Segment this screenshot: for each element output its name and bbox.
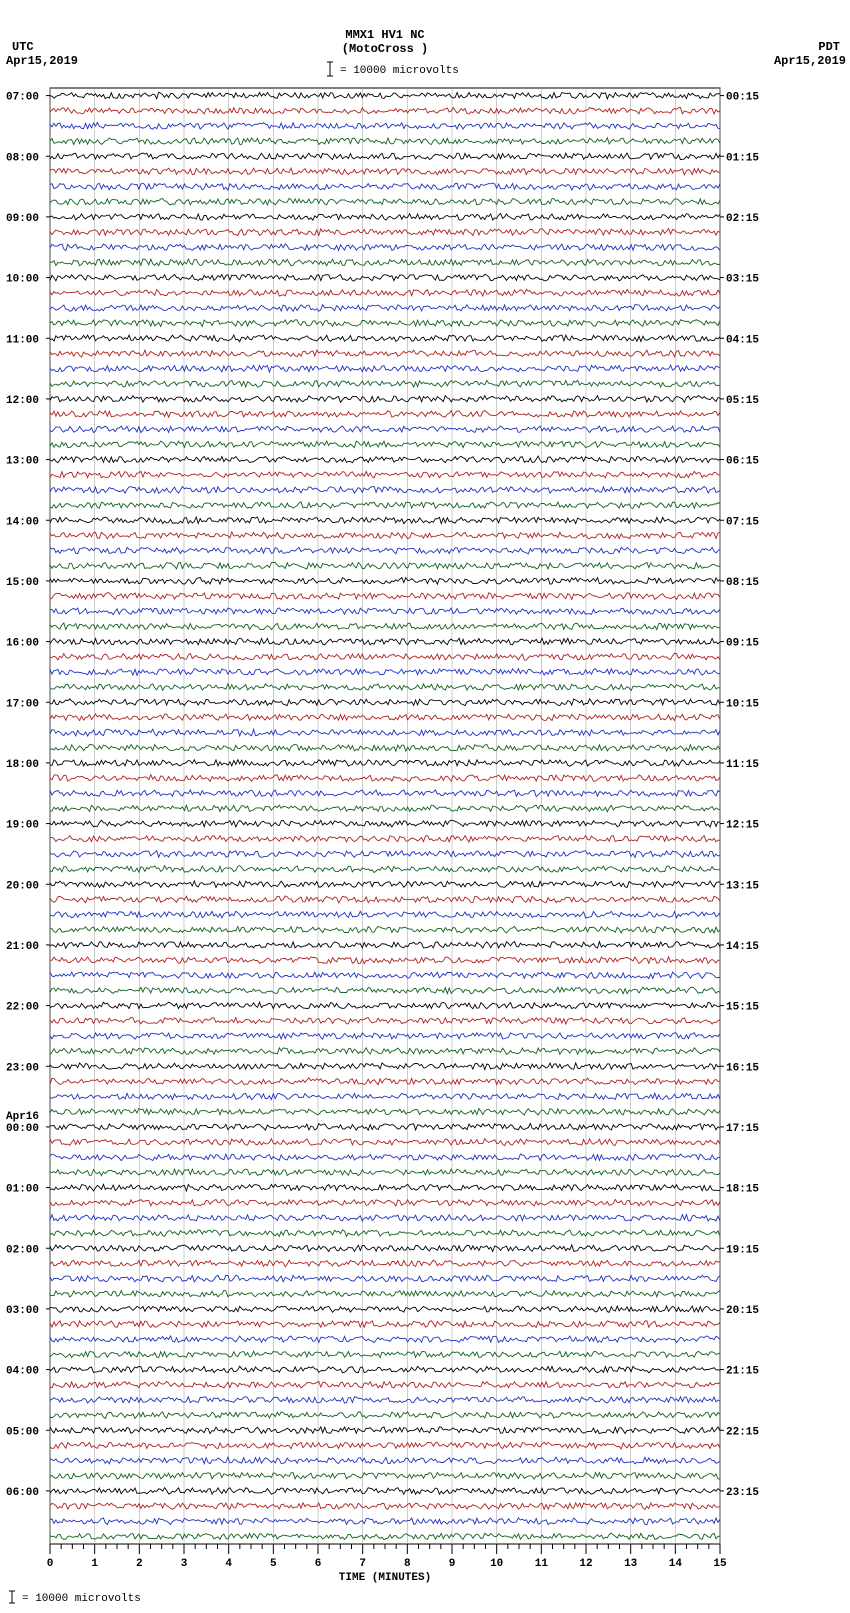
x-tick-label: 3 [181,1558,188,1570]
x-tick-label: 15 [713,1558,727,1570]
utc-hour-label: 08:00 [6,152,39,164]
x-tick-label: 14 [669,1558,683,1570]
utc-hour-label: 21:00 [6,941,39,953]
utc-hour-label: 06:00 [6,1487,39,1499]
utc-hour-label: 15:00 [6,577,39,589]
pdt-hour-label: 07:15 [726,516,759,528]
x-tick-label: 10 [490,1558,503,1570]
x-tick-label: 4 [225,1558,232,1570]
utc-hour-label: 22:00 [6,1002,39,1014]
utc-hour-label: 13:00 [6,456,39,468]
pdt-hour-label: 02:15 [726,213,759,225]
x-tick-label: 1 [91,1558,98,1570]
right-date: Apr15,2019 [774,54,846,68]
pdt-hour-label: 19:15 [726,1244,759,1256]
title-line2: (MotoCross ) [342,42,428,56]
x-tick-label: 0 [47,1558,54,1570]
date-break: Apr16 [6,1111,39,1123]
pdt-hour-label: 17:15 [726,1123,759,1135]
pdt-hour-label: 10:15 [726,698,759,710]
pdt-hour-label: 08:15 [726,577,759,589]
utc-hour-label: 17:00 [6,698,39,710]
utc-hour-label: 10:00 [6,274,39,286]
pdt-hour-label: 13:15 [726,880,759,892]
utc-hour-label: 03:00 [6,1305,39,1317]
x-tick-label: 2 [136,1558,143,1570]
utc-hour-label: 02:00 [6,1244,39,1256]
utc-hour-label: 18:00 [6,759,39,771]
pdt-hour-label: 21:15 [726,1366,759,1378]
title-line1: MMX1 HV1 NC [345,28,424,42]
utc-hour-label: 23:00 [6,1062,39,1074]
pdt-hour-label: 09:15 [726,638,759,650]
pdt-hour-label: 01:15 [726,152,759,164]
utc-hour-label: 09:00 [6,213,39,225]
footer-scale-label: = 10000 microvolts [22,1593,141,1605]
pdt-hour-label: 16:15 [726,1062,759,1074]
x-tick-label: 9 [449,1558,456,1570]
seismogram-container: MMX1 HV1 NC(MotoCross ) = 10000 microvolt… [0,0,850,1613]
x-tick-label: 13 [624,1558,638,1570]
pdt-hour-label: 04:15 [726,334,759,346]
utc-hour-label: 16:00 [6,638,39,650]
pdt-hour-label: 20:15 [726,1305,759,1317]
utc-hour-label: 19:00 [6,820,39,832]
pdt-hour-label: 18:15 [726,1184,759,1196]
utc-hour-label: 05:00 [6,1426,39,1438]
pdt-hour-label: 11:15 [726,759,759,771]
x-axis-label: TIME (MINUTES) [339,1572,431,1584]
x-tick-label: 6 [315,1558,322,1570]
x-tick-label: 11 [535,1558,549,1570]
scale-label: = 10000 microvolts [340,65,459,77]
left-date: Apr15,2019 [6,54,78,68]
utc-hour-label: 20:00 [6,880,39,892]
pdt-hour-label: 23:15 [726,1487,759,1499]
pdt-hour-label: 14:15 [726,941,759,953]
utc-hour-label: 00:00 [6,1123,39,1135]
utc-hour-label: 11:00 [6,334,39,346]
pdt-hour-label: 12:15 [726,820,759,832]
pdt-hour-label: 15:15 [726,1002,759,1014]
pdt-hour-label: 03:15 [726,274,759,286]
x-tick-label: 7 [359,1558,366,1570]
utc-hour-label: 01:00 [6,1184,39,1196]
utc-hour-label: 12:00 [6,395,39,407]
pdt-hour-label: 00:15 [726,92,759,104]
utc-hour-label: 07:00 [6,92,39,104]
right-tz: PDT [818,40,840,54]
pdt-hour-label: 06:15 [726,456,759,468]
pdt-hour-label: 22:15 [726,1426,759,1438]
x-tick-label: 5 [270,1558,277,1570]
left-tz: UTC [12,40,34,54]
x-tick-label: 12 [579,1558,592,1570]
x-tick-label: 8 [404,1558,411,1570]
pdt-hour-label: 05:15 [726,395,759,407]
utc-hour-label: 14:00 [6,516,39,528]
utc-hour-label: 04:00 [6,1366,39,1378]
seismogram-svg: MMX1 HV1 NC(MotoCross ) = 10000 microvolt… [0,0,850,1613]
